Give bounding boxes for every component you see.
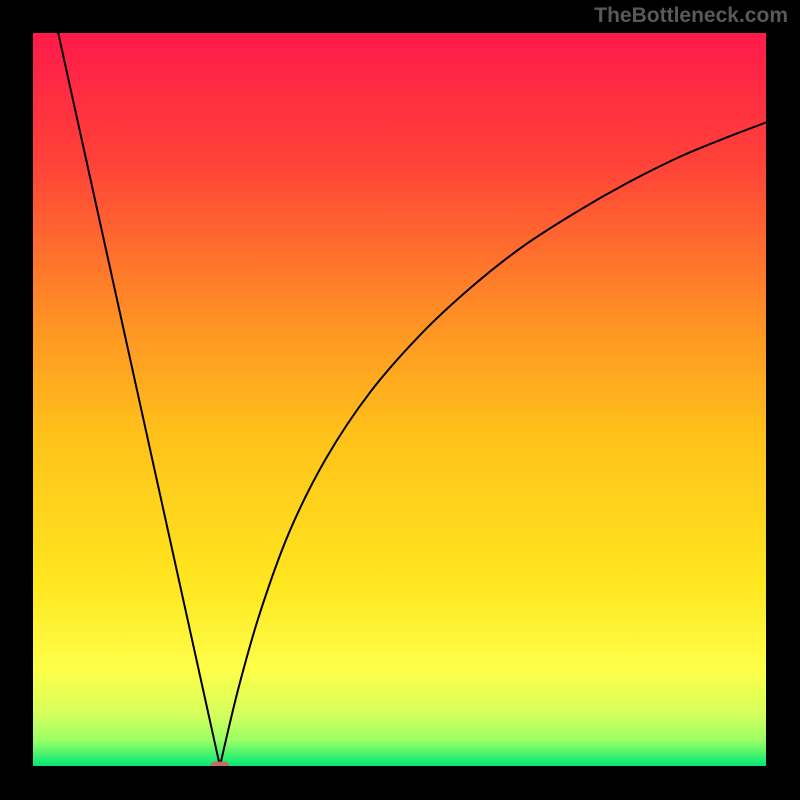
border-left (0, 0, 33, 800)
chart-container: TheBottleneck.com (0, 0, 800, 800)
bottleneck-chart (0, 0, 800, 800)
border-bottom (0, 766, 800, 800)
border-right (766, 0, 800, 800)
watermark-text: TheBottleneck.com (594, 4, 788, 28)
plot-background-gradient (33, 33, 766, 766)
